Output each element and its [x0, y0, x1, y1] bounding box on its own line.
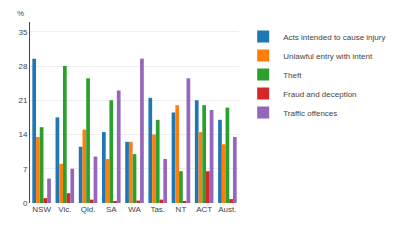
svg-text:Vic.: Vic.: [58, 205, 71, 214]
svg-text:Qld.: Qld.: [81, 205, 96, 214]
svg-text:Theft: Theft: [283, 71, 302, 80]
svg-text:Acts intended to cause injury: Acts intended to cause injury: [283, 33, 385, 42]
svg-text:Unlawful entry with intent: Unlawful entry with intent: [283, 52, 373, 61]
svg-text:35: 35: [18, 28, 27, 37]
svg-text:0: 0: [23, 199, 28, 208]
svg-text:SA: SA: [106, 205, 117, 214]
svg-text:%: %: [17, 9, 24, 18]
svg-text:WA: WA: [128, 205, 141, 214]
svg-text:NT: NT: [176, 205, 187, 214]
svg-text:ACT: ACT: [196, 205, 212, 214]
svg-text:7: 7: [23, 165, 28, 174]
svg-text:14: 14: [18, 130, 27, 139]
svg-text:Traffic offences: Traffic offences: [283, 109, 337, 118]
svg-text:Tas.: Tas.: [150, 205, 165, 214]
svg-text:NSW: NSW: [32, 205, 51, 214]
svg-text:Fraud and deception: Fraud and deception: [283, 90, 356, 99]
svg-text:Aust.: Aust.: [218, 205, 236, 214]
svg-text:28: 28: [18, 62, 27, 71]
svg-text:21: 21: [18, 96, 27, 105]
